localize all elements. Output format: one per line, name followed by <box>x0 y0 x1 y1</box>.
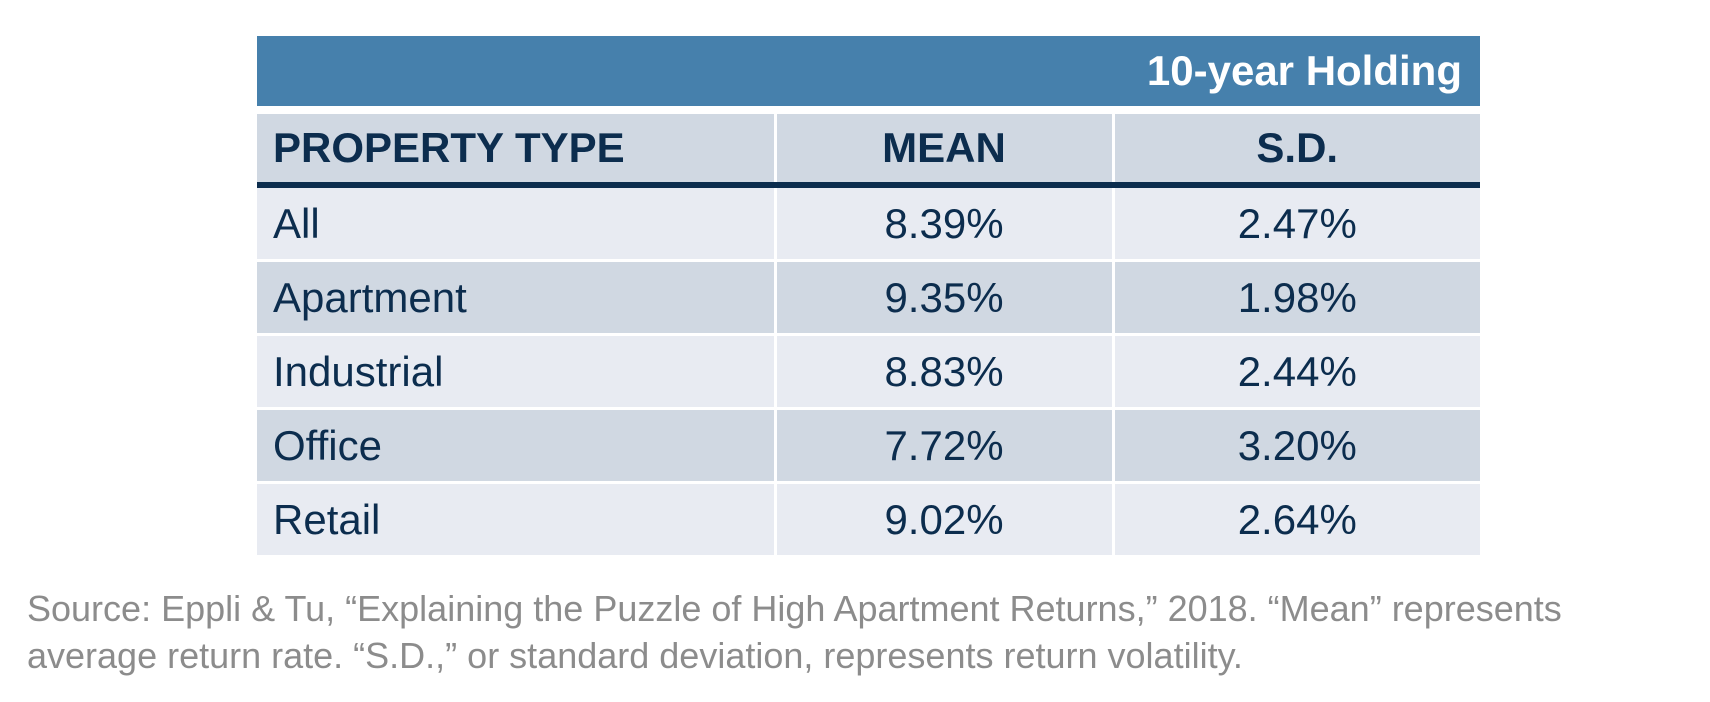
table-row: Industrial 8.83% 2.44% <box>257 334 1480 410</box>
header-row: PROPERTY TYPE MEAN S.D. <box>257 114 1480 188</box>
table-row: Apartment 9.35% 1.98% <box>257 260 1480 336</box>
data-table: PROPERTY TYPE MEAN S.D. All 8.39% 2.47% … <box>257 114 1480 555</box>
cell-property-type: Industrial <box>257 334 777 410</box>
table-row: Office 7.72% 3.20% <box>257 408 1480 484</box>
cell-mean: 9.02% <box>773 482 1115 555</box>
cell-sd: 3.20% <box>1111 408 1480 484</box>
cell-property-type: Apartment <box>257 260 777 336</box>
table-banner: 10-year Holding <box>257 36 1480 106</box>
returns-table: 10-year Holding PROPERTY TYPE MEAN S.D. … <box>257 36 1480 555</box>
source-note: Source: Eppli & Tu, “Explaining the Puzz… <box>27 588 1562 676</box>
cell-mean: 9.35% <box>773 260 1115 336</box>
banner-gap <box>257 106 1480 114</box>
cell-mean: 8.83% <box>773 334 1115 410</box>
column-header-sd: S.D. <box>1111 114 1480 188</box>
table-title: 10-year Holding <box>1146 47 1462 94</box>
table-row: Retail 9.02% 2.64% <box>257 482 1480 555</box>
cell-sd: 1.98% <box>1111 260 1480 336</box>
cell-mean: 7.72% <box>773 408 1115 484</box>
cell-property-type: All <box>257 185 777 262</box>
column-header-property-type: PROPERTY TYPE <box>257 114 777 188</box>
cell-mean: 8.39% <box>773 185 1115 262</box>
cell-sd: 2.47% <box>1111 185 1480 262</box>
cell-property-type: Retail <box>257 482 777 555</box>
column-header-mean: MEAN <box>773 114 1115 188</box>
cell-sd: 2.44% <box>1111 334 1480 410</box>
table-row: All 8.39% 2.47% <box>257 185 1480 262</box>
cell-property-type: Office <box>257 408 777 484</box>
cell-sd: 2.64% <box>1111 482 1480 555</box>
